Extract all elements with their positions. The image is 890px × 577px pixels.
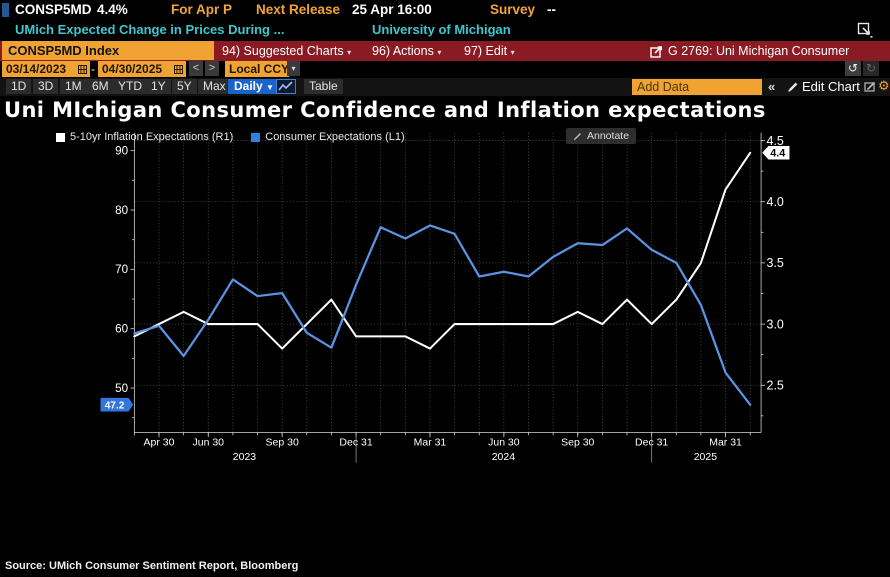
right-axis-label: 2.5 <box>767 379 784 393</box>
date-next-button[interactable]: > <box>205 61 219 76</box>
range-tab-max[interactable]: Max <box>198 79 231 94</box>
chevron-down-icon: ▼ <box>266 83 274 92</box>
left-axis-label: 70 <box>115 263 128 276</box>
right-axis-label: 4.5 <box>767 134 784 148</box>
annotate-button[interactable]: Annotate <box>566 128 637 144</box>
left-axis-label: 50 <box>115 382 128 395</box>
legend-label: Consumer Expectations (L1) <box>265 131 405 143</box>
add-data-input[interactable]: Add Data <box>632 79 762 95</box>
next-release-value: 25 Apr 16:00 <box>352 2 432 17</box>
date-to-input[interactable]: 04/30/2025 <box>98 61 186 77</box>
security-input[interactable]: CONSP5MD Index <box>2 41 214 60</box>
series-lines <box>133 151 752 406</box>
range-tab-3d[interactable]: 3D <box>33 79 59 94</box>
left-axis-label: 90 <box>115 145 128 158</box>
chevron-down-icon: ▾ <box>291 64 296 73</box>
chart-type-icon[interactable] <box>276 79 296 94</box>
range-tab-ytd[interactable]: YTD <box>113 79 147 94</box>
popout-icon[interactable] <box>857 22 873 43</box>
period-label: For Apr P <box>171 2 233 17</box>
collapse-panel-button[interactable]: « <box>768 79 776 94</box>
survey-label: Survey <box>490 2 536 17</box>
series-line-2 <box>133 224 752 406</box>
date-toolbar: 03/14/2023 - 04/30/2025 < > Local CCY ▾ … <box>0 61 890 78</box>
security-color-marker <box>2 3 9 17</box>
x-axis-label: Jun 30 <box>488 438 520 449</box>
legend-item-consumer[interactable]: Consumer Expectations (L1) <box>251 131 405 143</box>
menu-actions[interactable]: 96) Actions ▾ <box>372 44 442 58</box>
date-from-input[interactable]: 03/14/2023 <box>2 61 90 77</box>
chevron-down-icon: ▾ <box>437 48 442 57</box>
calendar-icon <box>78 64 87 74</box>
range-tab-6m[interactable]: 6M <box>87 79 114 94</box>
currency-select[interactable]: Local CCY <box>225 61 289 77</box>
legend-item-inflation[interactable]: 5-10yr Inflation Expectations (R1) <box>56 131 233 143</box>
next-release-label: Next Release <box>256 2 341 17</box>
security-source-org: University of Michigan <box>372 22 511 37</box>
right-axis-label: 3.0 <box>767 317 784 331</box>
year-label: 2024 <box>492 452 515 463</box>
right-axis-label: 3.5 <box>767 256 784 270</box>
undo-button[interactable]: ↺ <box>845 61 861 76</box>
frequency-select[interactable]: Daily ▼ <box>228 79 280 94</box>
x-axis-label: Mar 31 <box>414 438 447 449</box>
calendar-icon <box>174 64 183 74</box>
chart-legend: 5-10yr Inflation Expectations (R1) Consu… <box>56 131 405 143</box>
svg-text:4.4: 4.4 <box>770 148 785 160</box>
source-line: Source: UMich Consumer Sentiment Report,… <box>5 560 299 572</box>
axes: 90 80 70 60 50 4.5 4.0 3.5 3.0 2.5 Apr 30 Jun 30 Sep… <box>115 132 784 463</box>
chart-edit-icon[interactable] <box>864 80 876 98</box>
survey-value: -- <box>547 2 556 17</box>
range-tab-5y[interactable]: 5Y <box>172 79 197 94</box>
year-label: 2025 <box>694 452 717 463</box>
chart-launch-icon[interactable] <box>650 45 663 63</box>
pencil-icon <box>787 80 799 98</box>
x-axis-label: Jun 30 <box>193 438 225 449</box>
topbar-line2: UMich Expected Change in Prices During .… <box>0 20 890 40</box>
legend-label: 5-10yr Inflation Expectations (R1) <box>70 131 234 143</box>
chart-menubar: CONSP5MD Index 94) Suggested Charts ▾ 96… <box>0 41 890 61</box>
x-axis-label: Sep 30 <box>266 438 299 449</box>
x-axis-label: Apr 30 <box>144 438 175 449</box>
menu-suggested-charts[interactable]: 94) Suggested Charts ▾ <box>222 44 352 58</box>
menu-edit[interactable]: 97) Edit ▾ <box>464 44 515 58</box>
edit-chart-button[interactable]: Edit Chart <box>802 79 860 94</box>
last-value: 4.4% <box>97 2 128 17</box>
annotate-label: Annotate <box>587 130 630 142</box>
redo-button[interactable]: ↻ <box>863 61 879 76</box>
topbar-line1: CONSP5MD 4.4% For Apr P Next Release 25 … <box>0 0 890 20</box>
series-line-1 <box>133 151 752 350</box>
table-button[interactable]: Table <box>304 79 343 94</box>
right-last-value-badge <box>762 146 790 160</box>
chevron-down-icon: ▾ <box>347 48 352 57</box>
chart-canvas[interactable]: 90 80 70 60 50 4.5 4.0 3.5 3.0 2.5 Apr 30 Jun 30 Sep… <box>0 125 890 562</box>
security-description: UMich Expected Change in Prices During .… <box>15 22 285 37</box>
right-axis-label: 4.0 <box>767 195 784 209</box>
svg-text:47.2: 47.2 <box>105 400 125 411</box>
gear-icon[interactable]: ⚙ <box>878 79 890 94</box>
left-axis-label: 60 <box>115 323 128 336</box>
range-tab-1y[interactable]: 1Y <box>146 79 171 94</box>
pencil-icon <box>573 132 582 140</box>
gridlines <box>134 132 762 433</box>
left-last-value-badge <box>100 397 134 412</box>
range-toolbar: 1D 3D 1M 6M YTD 1Y 5Y Max Daily ▼ Table … <box>0 78 890 96</box>
left-axis-label: 80 <box>115 204 128 217</box>
chart-reference: G 2769: Uni Michigan Consumer <box>668 44 850 58</box>
legend-swatch <box>56 132 65 142</box>
range-tab-1d[interactable]: 1D <box>6 79 32 94</box>
x-axis-label: Mar 31 <box>709 438 742 449</box>
currency-dropdown-button[interactable]: ▾ <box>287 61 300 76</box>
range-tab-1m[interactable]: 1M <box>60 79 87 94</box>
x-axis-label: Sep 30 <box>561 438 594 449</box>
legend-swatch <box>251 132 261 142</box>
ticker-symbol: CONSP5MD <box>15 2 92 17</box>
chart-title: Uni MIchigan Consumer Confidence and Inf… <box>4 98 766 122</box>
date-prev-button[interactable]: < <box>189 61 203 76</box>
date-range-separator: - <box>91 62 95 76</box>
last-value-badges: 47.2 4.4 <box>100 146 790 412</box>
year-label: 2023 <box>233 452 256 463</box>
chevron-down-icon: ▾ <box>510 48 515 57</box>
